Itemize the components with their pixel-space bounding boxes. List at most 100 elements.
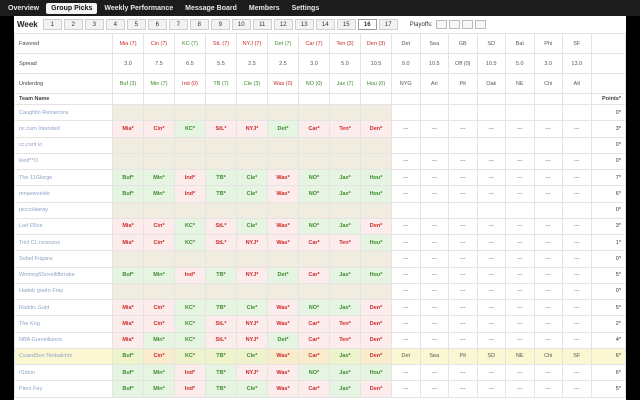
pick-cell: Min* (143, 168, 175, 187)
team-name-link[interactable]: Tricl Cl..rsrenzos (14, 233, 113, 252)
header-spacer (505, 93, 535, 105)
team-name-link[interactable]: nc.cum Intended (14, 120, 113, 138)
pick-cell: --- (476, 250, 506, 268)
nav-tab-settings[interactable]: Settings (291, 4, 320, 12)
week-button[interactable]: 6 (147, 19, 167, 30)
favored-row-cell: Ten (3) (329, 33, 361, 54)
pick-cell (419, 136, 449, 154)
nav-tab-group-picks[interactable]: Group Picks (46, 2, 98, 14)
week-button[interactable]: 11 (252, 19, 272, 30)
pick-cell: --- (476, 315, 506, 333)
pick-cell: --- (533, 217, 563, 236)
pick-cell: Sea (419, 347, 449, 366)
team-name-link[interactable]: leed**O (14, 152, 113, 171)
table-row: cc.cont io 0* (14, 136, 626, 154)
team-name-link[interactable]: Hadeb greén Fray (14, 282, 113, 301)
playoff-week-button[interactable] (461, 20, 473, 29)
points-cell: 0* (590, 282, 626, 301)
points-cell: 0* (590, 201, 626, 219)
pick-cell: Det* (267, 266, 299, 284)
week-button[interactable]: 1 (42, 19, 62, 30)
team-name-link[interactable]: piccci/aeray (14, 201, 113, 219)
team-name-link[interactable]: CvaedSon Tenkalchm (14, 347, 113, 366)
spread-row-cell: 2.5 (236, 53, 268, 74)
pick-cell: Was* (267, 315, 299, 333)
pick-cell (236, 282, 268, 301)
pick-cell (112, 103, 144, 122)
pick-cell: NYJ* (236, 331, 268, 349)
week-button[interactable]: 14 (315, 19, 335, 30)
playoff-week-button[interactable] (448, 20, 460, 29)
pick-cell: --- (448, 331, 478, 349)
team-name-link[interactable]: cc.cont io (14, 136, 113, 154)
team-name-link[interactable]: Lad FBce (14, 217, 113, 236)
team-name-link[interactable]: Pierz Fey (14, 380, 113, 398)
pick-cell: Min* (143, 380, 175, 398)
pick-cell: Hou* (360, 168, 392, 187)
pick-cell: Det (391, 347, 421, 366)
pick-cell (205, 103, 237, 122)
nav-tab-weekly-performance[interactable]: Weekly Performance (104, 4, 174, 12)
pick-cell: Was* (267, 347, 299, 366)
team-name-link[interactable]: NBA Gurveillance (14, 331, 113, 349)
week-button[interactable]: 10 (231, 19, 251, 30)
table-row: Raddic Guid Mia* Cin* KC* TB* Cle* Was* NO* Jax*… (14, 298, 626, 317)
pick-cell: Ind* (174, 168, 206, 187)
week-button[interactable]: 12 (273, 19, 293, 30)
pick-cell (205, 250, 237, 268)
pick-cell: StL* (205, 217, 237, 236)
team-name-link[interactable]: Wmmrg6Sovellifbrrake (14, 266, 113, 284)
pick-cell: Jax* (329, 185, 361, 203)
week-button[interactable]: 4 (105, 19, 125, 30)
team-name-link[interactable]: mnaewcelde (14, 185, 113, 203)
pick-cell: Ten* (329, 315, 361, 333)
points-cell: 6* (590, 185, 626, 203)
pick-cell: --- (419, 282, 449, 301)
table-row: Hadeb greén Fray --- --- --- --- --- --- --- 0* (14, 282, 626, 301)
spread-row-cell: 3.0 (533, 53, 563, 74)
pick-cell: --- (419, 250, 449, 268)
pick-cell: --- (562, 380, 592, 398)
week-button[interactable]: 2 (63, 19, 83, 30)
pick-cell: --- (533, 315, 563, 333)
header-spacer (174, 93, 206, 105)
playoff-week-button[interactable] (435, 20, 447, 29)
team-name-link[interactable]: The Kng (14, 315, 113, 333)
pick-cell: --- (505, 120, 535, 138)
team-name-link[interactable]: Raddic Guid (14, 298, 113, 317)
pick-cell: Was* (267, 380, 299, 398)
nav-tab-members[interactable]: Members (248, 4, 280, 12)
week-button[interactable]: 16 (357, 19, 377, 30)
pick-cell (533, 201, 563, 219)
week-button[interactable]: 8 (189, 19, 209, 30)
pick-cell: --- (505, 217, 535, 236)
pick-cell: Mia* (112, 217, 144, 236)
week-button[interactable]: 5 (126, 19, 146, 30)
week-button[interactable]: 15 (336, 19, 356, 30)
pick-cell: Ten* (329, 233, 361, 252)
pick-cell: NYJ* (236, 120, 268, 138)
pick-cell: Car* (298, 315, 330, 333)
pick-cell: Buf* (112, 185, 144, 203)
week-button[interactable]: 17 (378, 19, 398, 30)
team-name-link[interactable]: Caughlin Retriecons (14, 103, 113, 122)
week-button[interactable]: 3 (84, 19, 104, 30)
pick-cell: Ten* (329, 120, 361, 138)
team-name-link[interactable]: rSIdon (14, 363, 113, 382)
week-button[interactable]: 13 (294, 19, 314, 30)
pick-cell: --- (476, 120, 506, 138)
nav-tab-overview[interactable]: Overview (8, 4, 40, 12)
row-label: Favored (14, 33, 113, 54)
header-spacer (419, 93, 449, 105)
week-button[interactable]: 7 (168, 19, 188, 30)
pick-cell: Den* (360, 380, 392, 398)
favored-row-cell: SD (476, 33, 506, 54)
team-name-link[interactable]: Sobel Frigans (14, 250, 113, 268)
pick-cell (267, 201, 299, 219)
nav-tab-message-board[interactable]: Message Board (185, 4, 237, 12)
week-button[interactable]: 9 (210, 19, 230, 30)
playoff-week-button[interactable] (474, 20, 486, 29)
week-label: Week (17, 20, 38, 29)
team-name-link[interactable]: The 11Glorge (14, 168, 113, 187)
favored-row-cell: Sea (419, 33, 449, 54)
